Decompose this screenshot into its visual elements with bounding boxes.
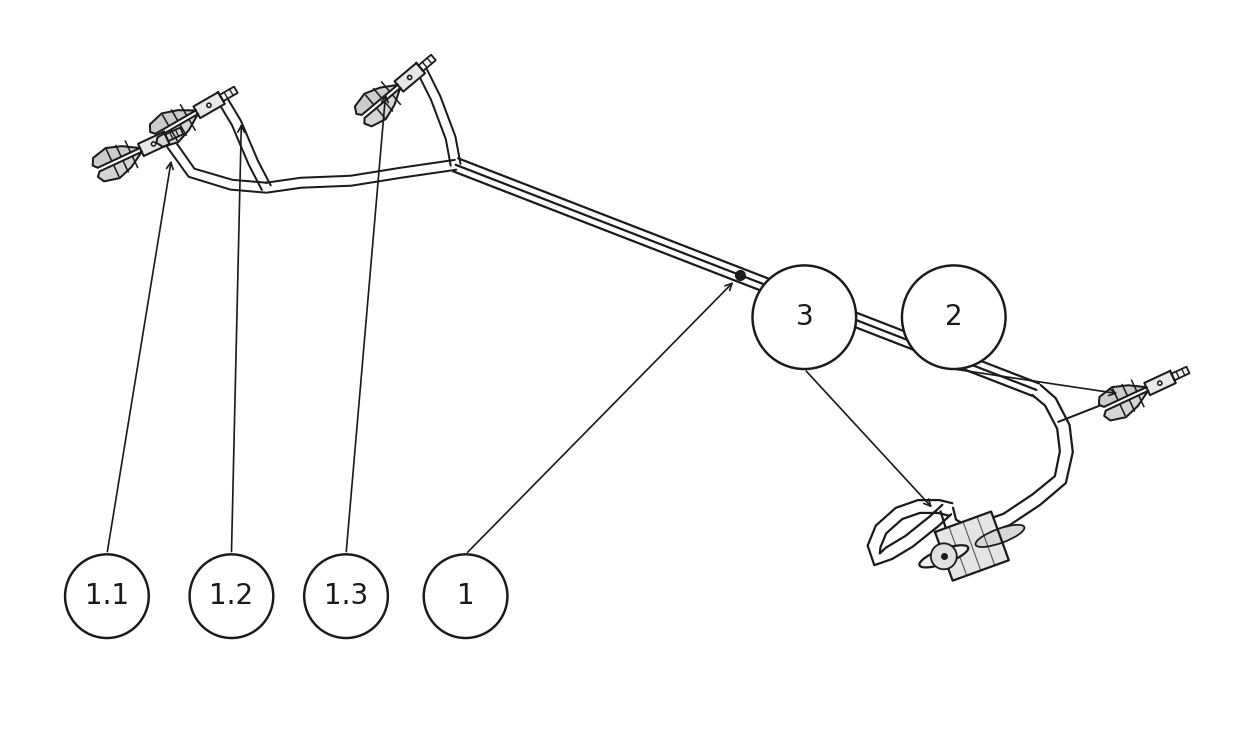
Ellipse shape: [919, 545, 968, 568]
Polygon shape: [93, 146, 140, 168]
Circle shape: [151, 142, 155, 146]
Polygon shape: [355, 85, 398, 115]
Text: 3: 3: [795, 303, 813, 331]
Circle shape: [753, 265, 856, 369]
Polygon shape: [219, 86, 238, 102]
Polygon shape: [156, 114, 198, 147]
Polygon shape: [394, 63, 425, 92]
Ellipse shape: [976, 525, 1024, 547]
Circle shape: [424, 554, 507, 638]
Text: 1.2: 1.2: [210, 582, 253, 610]
Circle shape: [304, 554, 388, 638]
Circle shape: [1158, 381, 1162, 385]
Polygon shape: [165, 128, 184, 141]
Circle shape: [931, 544, 957, 569]
Circle shape: [901, 265, 1006, 369]
Polygon shape: [1145, 371, 1176, 395]
Polygon shape: [1104, 391, 1148, 420]
Circle shape: [408, 75, 412, 80]
Polygon shape: [98, 152, 141, 181]
Polygon shape: [365, 88, 401, 126]
Polygon shape: [150, 111, 196, 134]
Text: 1.1: 1.1: [84, 582, 129, 610]
Text: 1: 1: [456, 582, 475, 610]
Text: 1.3: 1.3: [324, 582, 368, 610]
Polygon shape: [1099, 385, 1146, 407]
Circle shape: [64, 554, 149, 638]
Circle shape: [190, 554, 273, 638]
Polygon shape: [935, 511, 1009, 581]
Circle shape: [207, 103, 211, 108]
Polygon shape: [1172, 367, 1189, 381]
Polygon shape: [138, 132, 170, 156]
Text: 2: 2: [945, 303, 962, 331]
Polygon shape: [193, 92, 224, 118]
Polygon shape: [418, 55, 435, 71]
